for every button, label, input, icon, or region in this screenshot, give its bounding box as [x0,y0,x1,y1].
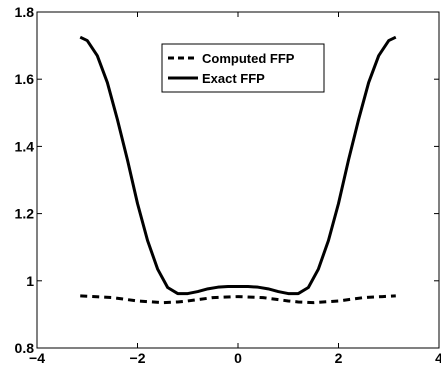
x-axis: −4 −2 0 2 4 [29,12,441,366]
series-line-computed-ffp [80,294,396,305]
x-tick-label: 4 [435,350,441,366]
y-tick-label: 1 [26,273,34,289]
legend-box [161,43,325,93]
y-axis: 0.8 1 1.2 1.4 1.6 1.8 [15,4,439,356]
y-tick-label: 1.4 [15,138,35,154]
x-tick-label: −4 [29,350,45,366]
x-tick-label: 0 [234,350,242,366]
x-tick-label: −2 [130,350,146,366]
legend: Computed FFP Exact FFP [161,43,325,93]
y-tick-label: 1.2 [15,206,35,222]
y-tick-label: 1.8 [15,4,35,20]
legend-label: Computed FFP [202,51,295,66]
y-tick-label: 1.6 [15,71,35,87]
series-line-exact-ffp [79,35,397,296]
y-tick-label: 0.8 [15,340,35,356]
legend-label: Exact FFP [202,71,265,86]
series-layer [79,35,397,305]
x-tick-label: 2 [335,350,343,366]
